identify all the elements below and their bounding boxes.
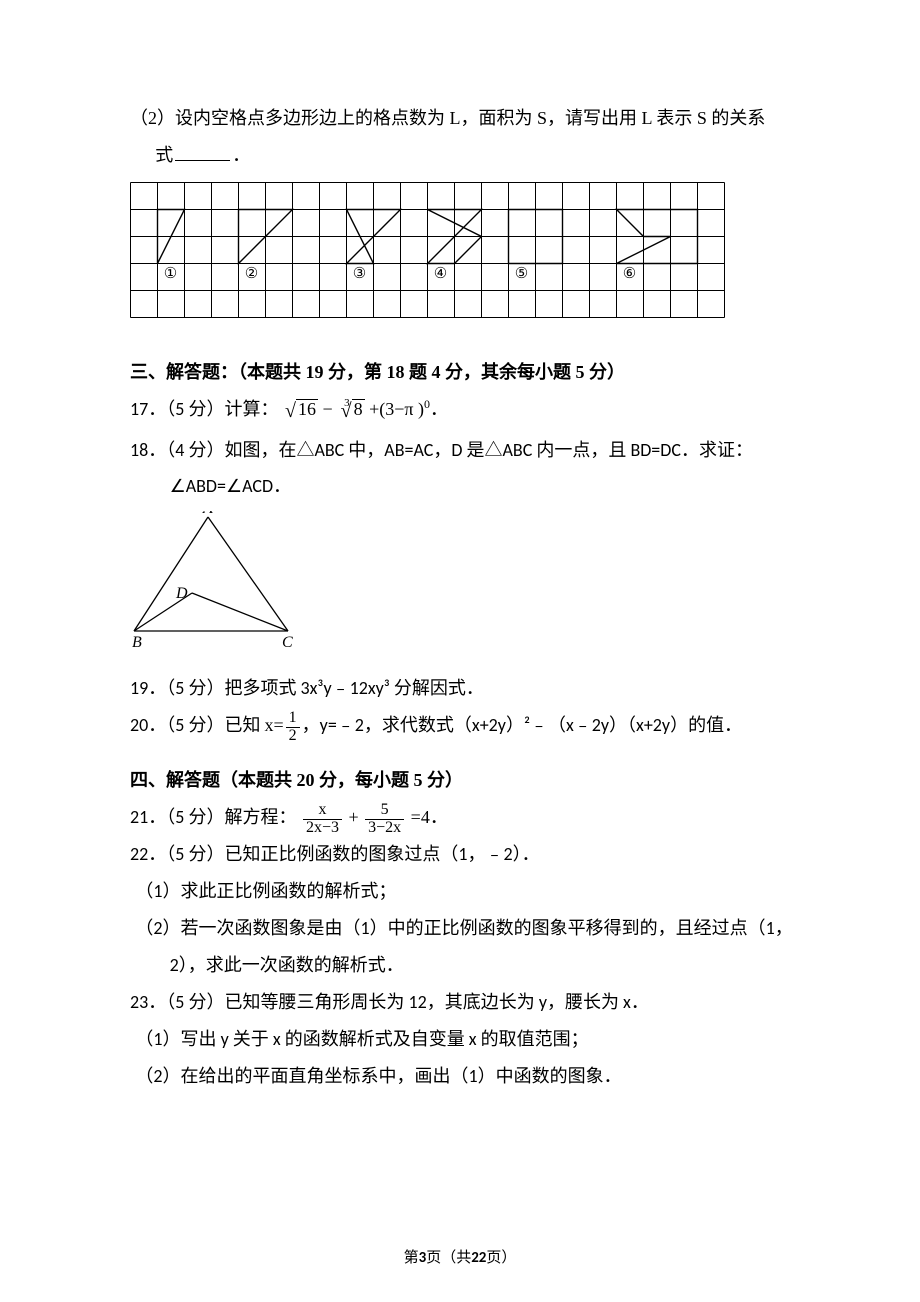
q21-f2-num: 5 [365,802,404,820]
q21-f1-den: 2x−3 [303,820,342,837]
page: （2）设内空格点多边形边上的格点数为 L，面积为 S，请写出用 L 表示 S 的… [0,0,920,1302]
grid-figure: ① ② ③ ④ ⑤ ⑥ [130,182,800,332]
root-index: 3 [344,397,350,409]
q20-xeq: x= [265,715,284,735]
q19: 19．（5 分）把多项式 3x³y﹣12xy³ 分解因式． [130,670,800,707]
q23-s1: （1）写出 y 关于 x 的函数解析式及自变量 x 的取值范围； [130,1021,800,1058]
q20: 20．（5 分）已知 x=12，y=﹣2，求代数式（x+2y）²﹣（x﹣2y）（… [130,707,800,744]
q2-prefix: （2）设内空格点多边形边上的格点数为 L，面积为 S，请写出用 L 表示 S 的… [130,108,765,128]
q17-lead: 17．（5 分）计算： [130,398,278,420]
q2-line1: （2）设内空格点多边形边上的格点数为 L，面积为 S，请写出用 L 表示 S 的… [130,100,800,137]
q2-line2: 式． [130,137,800,174]
svg-text:A: A [202,511,213,517]
frac-half-num: 1 [286,710,300,728]
q23-l1: 23．（5 分）已知等腰三角形周长为 12，其底边长为 y，腰长为 x． [130,984,800,1021]
q21-f1: x2x−3 [303,802,342,837]
q22-s1: （1）求此正比例函数的解析式； [130,873,800,910]
svg-text:③: ③ [353,266,366,282]
cbrt-8: 3√8 [337,391,364,432]
sqrt-16-rad: 16 [296,399,318,418]
q21-f1-num: x [303,802,342,820]
q20-mid: ，y=﹣2，求代数式（x+2y）²﹣（x﹣2y）（x+2y）的值． [302,714,742,736]
svg-text:D: D [175,585,188,602]
svg-text:⑥: ⑥ [623,266,636,282]
q21-lead: 21．（5 分）解方程： [130,806,296,828]
spacer [130,744,800,762]
svg-text:B: B [132,634,142,651]
q22-l1: 22．（5 分）已知正比例函数的图象过点（1，﹣2）． [130,836,800,873]
section4-title: 四、解答题（本题共 20 分，每小题 5 分） [130,762,800,799]
q17-end: ． [430,399,448,419]
svg-text:①: ① [164,266,177,282]
triangle-svg: A B C D [130,511,302,651]
triangle-figure: A B C D [130,511,800,664]
q21-f2-den: 3−2x [365,820,404,837]
q21-end: ． [430,807,448,827]
q23-s2: （2）在给出的平面直角坐标系中，画出（1）中函数的图象． [130,1058,800,1095]
sqrt-16: √16 [283,391,318,432]
minus: − [322,399,332,419]
cbrt-8-rad: 8 [352,399,365,418]
q17-tail: +(3−π ) [369,399,424,419]
q22-s2b: 2），求此一次函数的解析式． [130,947,800,984]
grid-svg: ① ② ③ ④ ⑤ ⑥ [130,182,726,319]
footer-pre: 第 [404,1249,419,1267]
q20-lead: 20．（5 分）已知 [130,714,265,736]
q17: 17．（5 分）计算： √16 − 3√8 +(3−π )0． [130,391,800,432]
q18-line1: 18．（4 分）如图，在△ABC 中，AB=AC，D 是△ABC 内一点，且 B… [130,432,800,469]
page-footer: 第3页（共22页） [0,1243,920,1274]
section3-title: 三、解答题：（本题共 19 分，第 18 题 4 分，其余每小题 5 分） [130,354,800,391]
frac-half: 12 [286,710,300,745]
svg-text:④: ④ [434,266,447,282]
frac-half-den: 2 [286,728,300,745]
svg-text:C: C [282,634,293,651]
q18-line2: ∠ABD=∠ACD． [130,468,800,505]
footer-post: 页） [486,1249,516,1267]
q2-cont: 式 [155,145,173,165]
q21: 21．（5 分）解方程： x2x−3 + 53−2x =4． [130,799,800,836]
q21-f2: 53−2x [365,802,404,837]
footer-mid: 页（共 [426,1249,471,1267]
q2-blank[interactable] [175,143,230,161]
footer-total: 22 [471,1249,486,1267]
svg-text:⑤: ⑤ [515,266,528,282]
q21-plus: + [348,807,358,827]
q2-period: ． [232,145,250,165]
q21-eq: =4 [411,807,430,827]
svg-text:②: ② [245,266,258,282]
q22-s2a: （2）若一次函数图象是由（1）中的正比例函数的图象平移得到的，且经过点（1， [130,910,800,947]
